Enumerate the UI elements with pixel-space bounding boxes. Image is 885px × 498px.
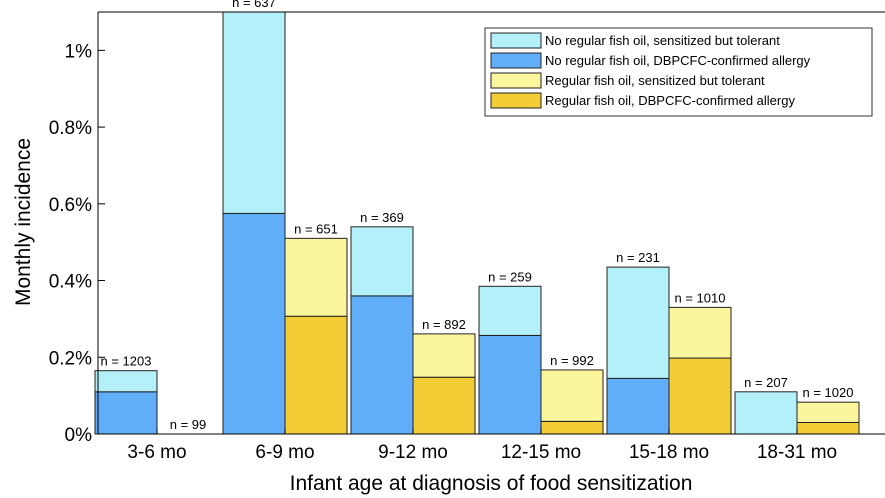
x-axis-label: Infant age at diagnosis of food sensitiz… bbox=[290, 472, 693, 495]
y-tick-label: 1% bbox=[65, 41, 93, 62]
legend-label: No regular fish oil, DBPCFC-confirmed al… bbox=[545, 53, 811, 68]
n-label: n = 892 bbox=[422, 317, 466, 332]
x-tick-label: 9-12 mo bbox=[378, 442, 448, 463]
x-tick-label: 15-18 mo bbox=[629, 442, 709, 463]
axes-layer: 3-6 mo 6-9 mo 9-12 mo 12-15 mo 15-18 mo 18-31… bbox=[49, 11, 885, 463]
bar-confirmed-no-fish-oil bbox=[222, 212, 286, 435]
bar-tolerant-no-fish-oil bbox=[94, 370, 158, 393]
y-tick-label: 0.2% bbox=[49, 348, 92, 369]
n-label: n = 369 bbox=[360, 210, 404, 225]
bar-confirmed-no-fish-oil bbox=[478, 334, 542, 435]
y-tick-label: 0% bbox=[65, 425, 93, 446]
legend-box bbox=[484, 27, 873, 117]
legend-swatch bbox=[490, 72, 542, 89]
bar-tolerant-fish-oil bbox=[284, 237, 348, 317]
legend-swatch bbox=[490, 92, 542, 109]
n-labels-layer: n = 1203 n = 99 n = 637 n = 651 n = 369 n = 8… bbox=[101, 0, 854, 432]
n-label: n = 1203 bbox=[101, 354, 152, 369]
bar-tolerant-fish-oil bbox=[540, 369, 604, 422]
n-label: n = 259 bbox=[488, 269, 532, 284]
n-label: n = 637 bbox=[232, 0, 276, 10]
legend-swatch bbox=[490, 52, 542, 69]
n-label: n = 1010 bbox=[675, 290, 726, 305]
x-tick-label: 18-31 mo bbox=[757, 442, 837, 463]
bar-tolerant-fish-oil bbox=[796, 401, 860, 423]
bar-confirmed-no-fish-oil bbox=[606, 377, 670, 435]
legend-label: No regular fish oil, sensitized but tole… bbox=[545, 33, 780, 48]
bar-tolerant-fish-oil bbox=[668, 306, 732, 359]
x-tick-label: 12-15 mo bbox=[501, 442, 581, 463]
legend-label: Regular fish oil, sensitized but toleran… bbox=[545, 73, 765, 88]
bar-tolerant-no-fish-oil bbox=[606, 266, 670, 379]
legend: No regular fish oil, sensitized but tole… bbox=[484, 27, 873, 117]
n-label: n = 207 bbox=[744, 375, 788, 390]
bar-confirmed-fish-oil bbox=[412, 376, 476, 435]
y-tick-label: 0.8% bbox=[49, 118, 92, 139]
legend-swatch bbox=[490, 32, 542, 49]
n-label: n = 992 bbox=[550, 353, 594, 368]
y-tick-label: 0.6% bbox=[49, 195, 92, 216]
bar-tolerant-no-fish-oil bbox=[734, 391, 798, 435]
bar-confirmed-no-fish-oil bbox=[350, 295, 414, 435]
bar-tolerant-fish-oil bbox=[412, 333, 476, 378]
y-axis-label: Monthly incidence bbox=[12, 138, 35, 306]
legend-label: Regular fish oil, DBPCFC-confirmed aller… bbox=[545, 93, 795, 108]
bar-confirmed-fish-oil bbox=[540, 420, 604, 435]
n-label: n = 1020 bbox=[803, 385, 854, 400]
n-label: n = 651 bbox=[294, 221, 338, 236]
bar-confirmed-fish-oil bbox=[796, 421, 860, 435]
bar-tolerant-no-fish-oil bbox=[350, 226, 414, 297]
bar-tolerant-no-fish-oil bbox=[478, 285, 542, 336]
bar-confirmed-fish-oil bbox=[284, 315, 348, 435]
bar-confirmed-no-fish-oil bbox=[94, 391, 158, 435]
n-label: n = 231 bbox=[616, 250, 660, 265]
bars-layer bbox=[94, 11, 860, 435]
bar-tolerant-no-fish-oil bbox=[222, 11, 286, 214]
x-tick-label: 6-9 mo bbox=[255, 442, 314, 463]
n-label: n = 99 bbox=[170, 417, 207, 432]
y-tick-label: 0.4% bbox=[49, 272, 92, 293]
bar-confirmed-fish-oil bbox=[668, 357, 732, 435]
x-tick-label: 3-6 mo bbox=[127, 442, 186, 463]
